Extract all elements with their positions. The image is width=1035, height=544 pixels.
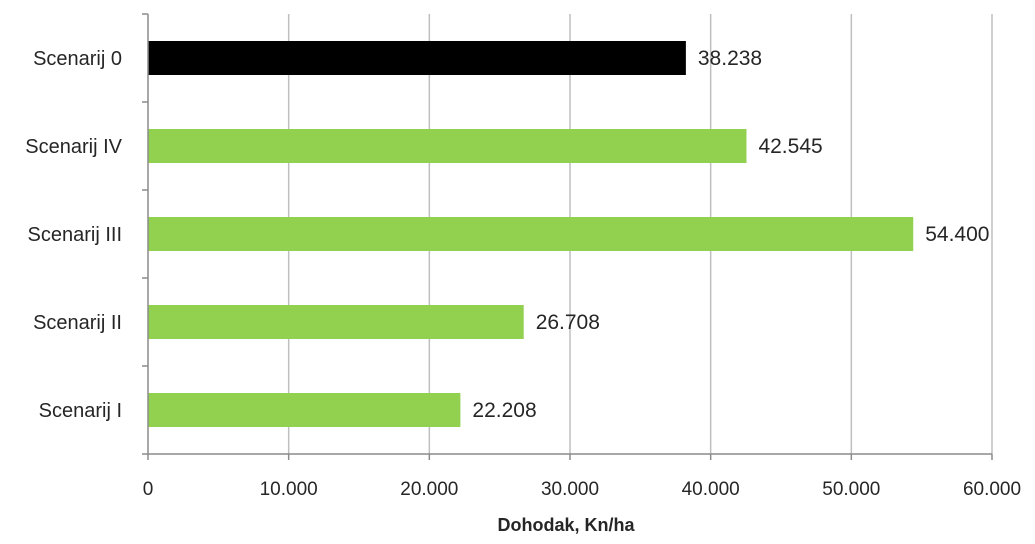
category-label-3: Scenarij II [33, 312, 122, 334]
value-label-2: 54.400 [925, 223, 989, 246]
bar-2 [148, 217, 914, 251]
x-tick-label-1: 10.000 [260, 479, 318, 500]
value-label-1: 42.545 [758, 135, 822, 158]
category-label-0: Scenarij 0 [33, 48, 122, 70]
value-label-4: 22.208 [472, 399, 536, 422]
bars [148, 41, 914, 427]
category-label-1: Scenarij IV [25, 136, 122, 158]
value-label-3: 26.708 [536, 311, 600, 334]
x-tick-label-5: 50.000 [822, 479, 880, 500]
x-tick-label-2: 20.000 [400, 479, 458, 500]
category-label-4: Scenarij I [39, 400, 122, 422]
x-tick-label-6: 60.000 [963, 479, 1021, 500]
value-label-0: 38.238 [698, 47, 762, 70]
axes [142, 13, 993, 460]
x-tick-label-3: 30.000 [541, 479, 599, 500]
bar-3 [148, 305, 524, 339]
x-tick-label-4: 40.000 [682, 479, 740, 500]
category-label-2: Scenarij III [28, 224, 122, 246]
bar-0 [148, 41, 686, 75]
bar-1 [148, 129, 747, 163]
x-axis-title: Dohodak, Kn/ha [497, 515, 635, 535]
x-tick-label-0: 0 [143, 479, 154, 500]
bar-4 [148, 393, 461, 427]
labels: 38.238 Scenarij 0 42.545 Scenarij IV 54.400 S… [25, 47, 1021, 500]
